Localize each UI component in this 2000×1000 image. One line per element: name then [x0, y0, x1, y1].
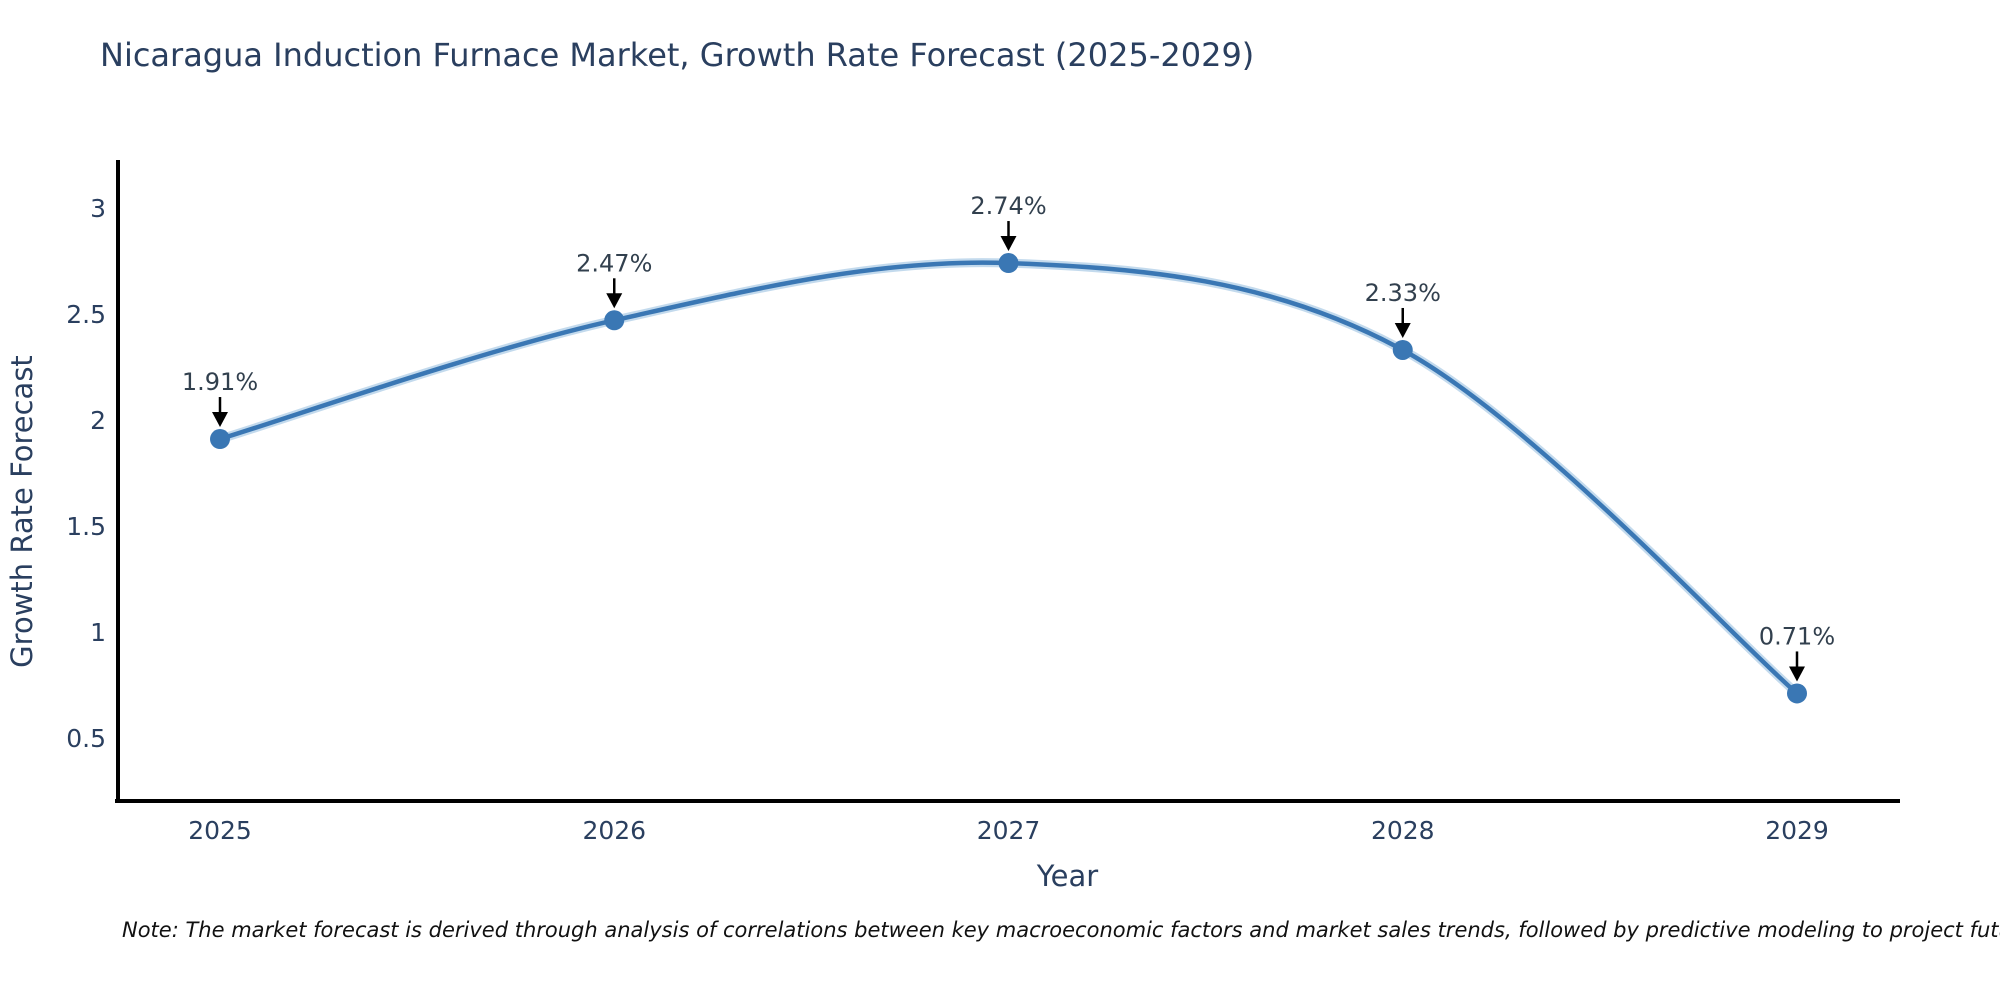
x-tick-label: 2027: [977, 816, 1041, 845]
series-line-halo: [218, 258, 1800, 697]
y-tick-label: 0.5: [66, 724, 106, 753]
x-tick-label: 2029: [1765, 816, 1829, 845]
x-axis-title: Year: [1036, 859, 1098, 893]
y-tick-label: 1.5: [66, 512, 106, 541]
annotation-arrowhead-icon: [1000, 236, 1017, 252]
data-point-label: 2.33%: [1365, 279, 1441, 307]
y-tick-label: 1: [90, 618, 106, 647]
series-line: [219, 260, 1799, 696]
data-point-marker: [1787, 683, 1807, 704]
y-tick-label: 3: [90, 194, 106, 223]
data-point-marker: [604, 310, 625, 331]
data-point-marker: [210, 429, 230, 450]
y-axis-title: Growth Rate Forecast: [5, 355, 39, 668]
data-point-label: 1.91%: [182, 368, 258, 396]
y-tick-label: 2.5: [66, 300, 106, 329]
y-tick-label: 2: [90, 406, 106, 435]
x-tick-label: 2025: [188, 816, 252, 845]
x-tick-label: 2026: [582, 816, 646, 845]
data-point-label: 0.71%: [1759, 622, 1835, 650]
annotation-arrowhead-icon: [1789, 666, 1805, 682]
x-tick-label: 2028: [1371, 816, 1435, 845]
annotation-arrowhead-icon: [606, 293, 623, 309]
data-point-marker: [998, 253, 1019, 274]
footnote: Note: The market forecast is derived thr…: [122, 918, 2000, 942]
annotation-arrowhead-icon: [212, 412, 228, 428]
annotation-arrowhead-icon: [1394, 322, 1411, 338]
data-point-marker: [1392, 339, 1413, 360]
data-point-label: 2.47%: [576, 249, 652, 277]
chart-title: Nicaragua Induction Furnace Market, Grow…: [100, 36, 1255, 74]
data-point-label: 2.74%: [970, 192, 1046, 220]
